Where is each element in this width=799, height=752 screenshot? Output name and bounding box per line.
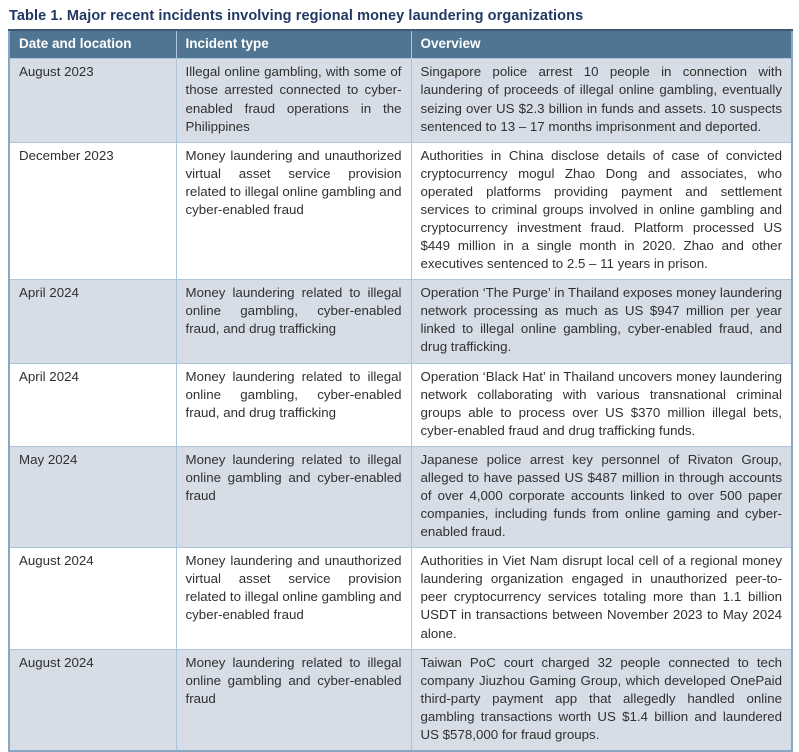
cell-incident-type: Illegal online gambling, with some of th… [175,58,412,143]
cell-overview: Authorities in China disclose details of… [410,141,793,281]
cell-date: April 2024 [8,362,177,447]
table-row: December 2023 Money laundering and unaut… [8,141,793,281]
cell-overview: Japanese police arrest key personnel of … [410,445,793,549]
cell-date: August 2024 [8,648,177,752]
cell-overview: Operation ‘The Purge’ in Thailand expose… [410,279,793,364]
cell-date: April 2024 [8,279,177,364]
cell-date: May 2024 [8,445,177,549]
cell-incident-type: Money laundering related to illegal onli… [175,648,412,752]
table-row: August 2024 Money laundering related to … [8,648,793,752]
table-row: August 2024 Money laundering and unautho… [8,547,793,650]
cell-incident-type: Money laundering related to illegal onli… [175,445,412,549]
cell-incident-type: Money laundering related to illegal onli… [175,279,412,364]
header-cell-incident-type: Incident type [175,29,412,60]
cell-overview: Authorities in Viet Nam disrupt local ce… [410,547,793,650]
header-cell-date-and-location: Date and location [8,29,177,60]
cell-incident-type: Money laundering and unauthorized virtua… [175,141,412,281]
table-header-row: Date and location Incident type Overview [8,29,793,60]
cell-overview: Taiwan PoC court charged 32 people conne… [410,648,793,752]
table-row: May 2024 Money laundering related to ill… [8,445,793,549]
cell-overview: Singapore police arrest 10 people in con… [410,58,793,143]
document-page: Table 1. Major recent incidents involvin… [8,8,793,752]
cell-overview: Operation ‘Black Hat’ in Thailand uncove… [410,362,793,447]
incidents-table: Date and location Incident type Overview… [8,29,793,752]
table-row: April 2024 Money laundering related to i… [8,362,793,447]
table-row: August 2023 Illegal online gambling, wit… [8,58,793,143]
cell-date: August 2023 [8,58,177,143]
cell-date: August 2024 [8,547,177,650]
cell-incident-type: Money laundering related to illegal onli… [175,362,412,447]
header-cell-overview: Overview [410,29,793,60]
cell-incident-type: Money laundering and unauthorized virtua… [175,547,412,650]
table-title: Table 1. Major recent incidents involvin… [9,8,584,24]
table-row: April 2024 Money laundering related to i… [8,279,793,364]
cell-date: December 2023 [8,141,177,281]
